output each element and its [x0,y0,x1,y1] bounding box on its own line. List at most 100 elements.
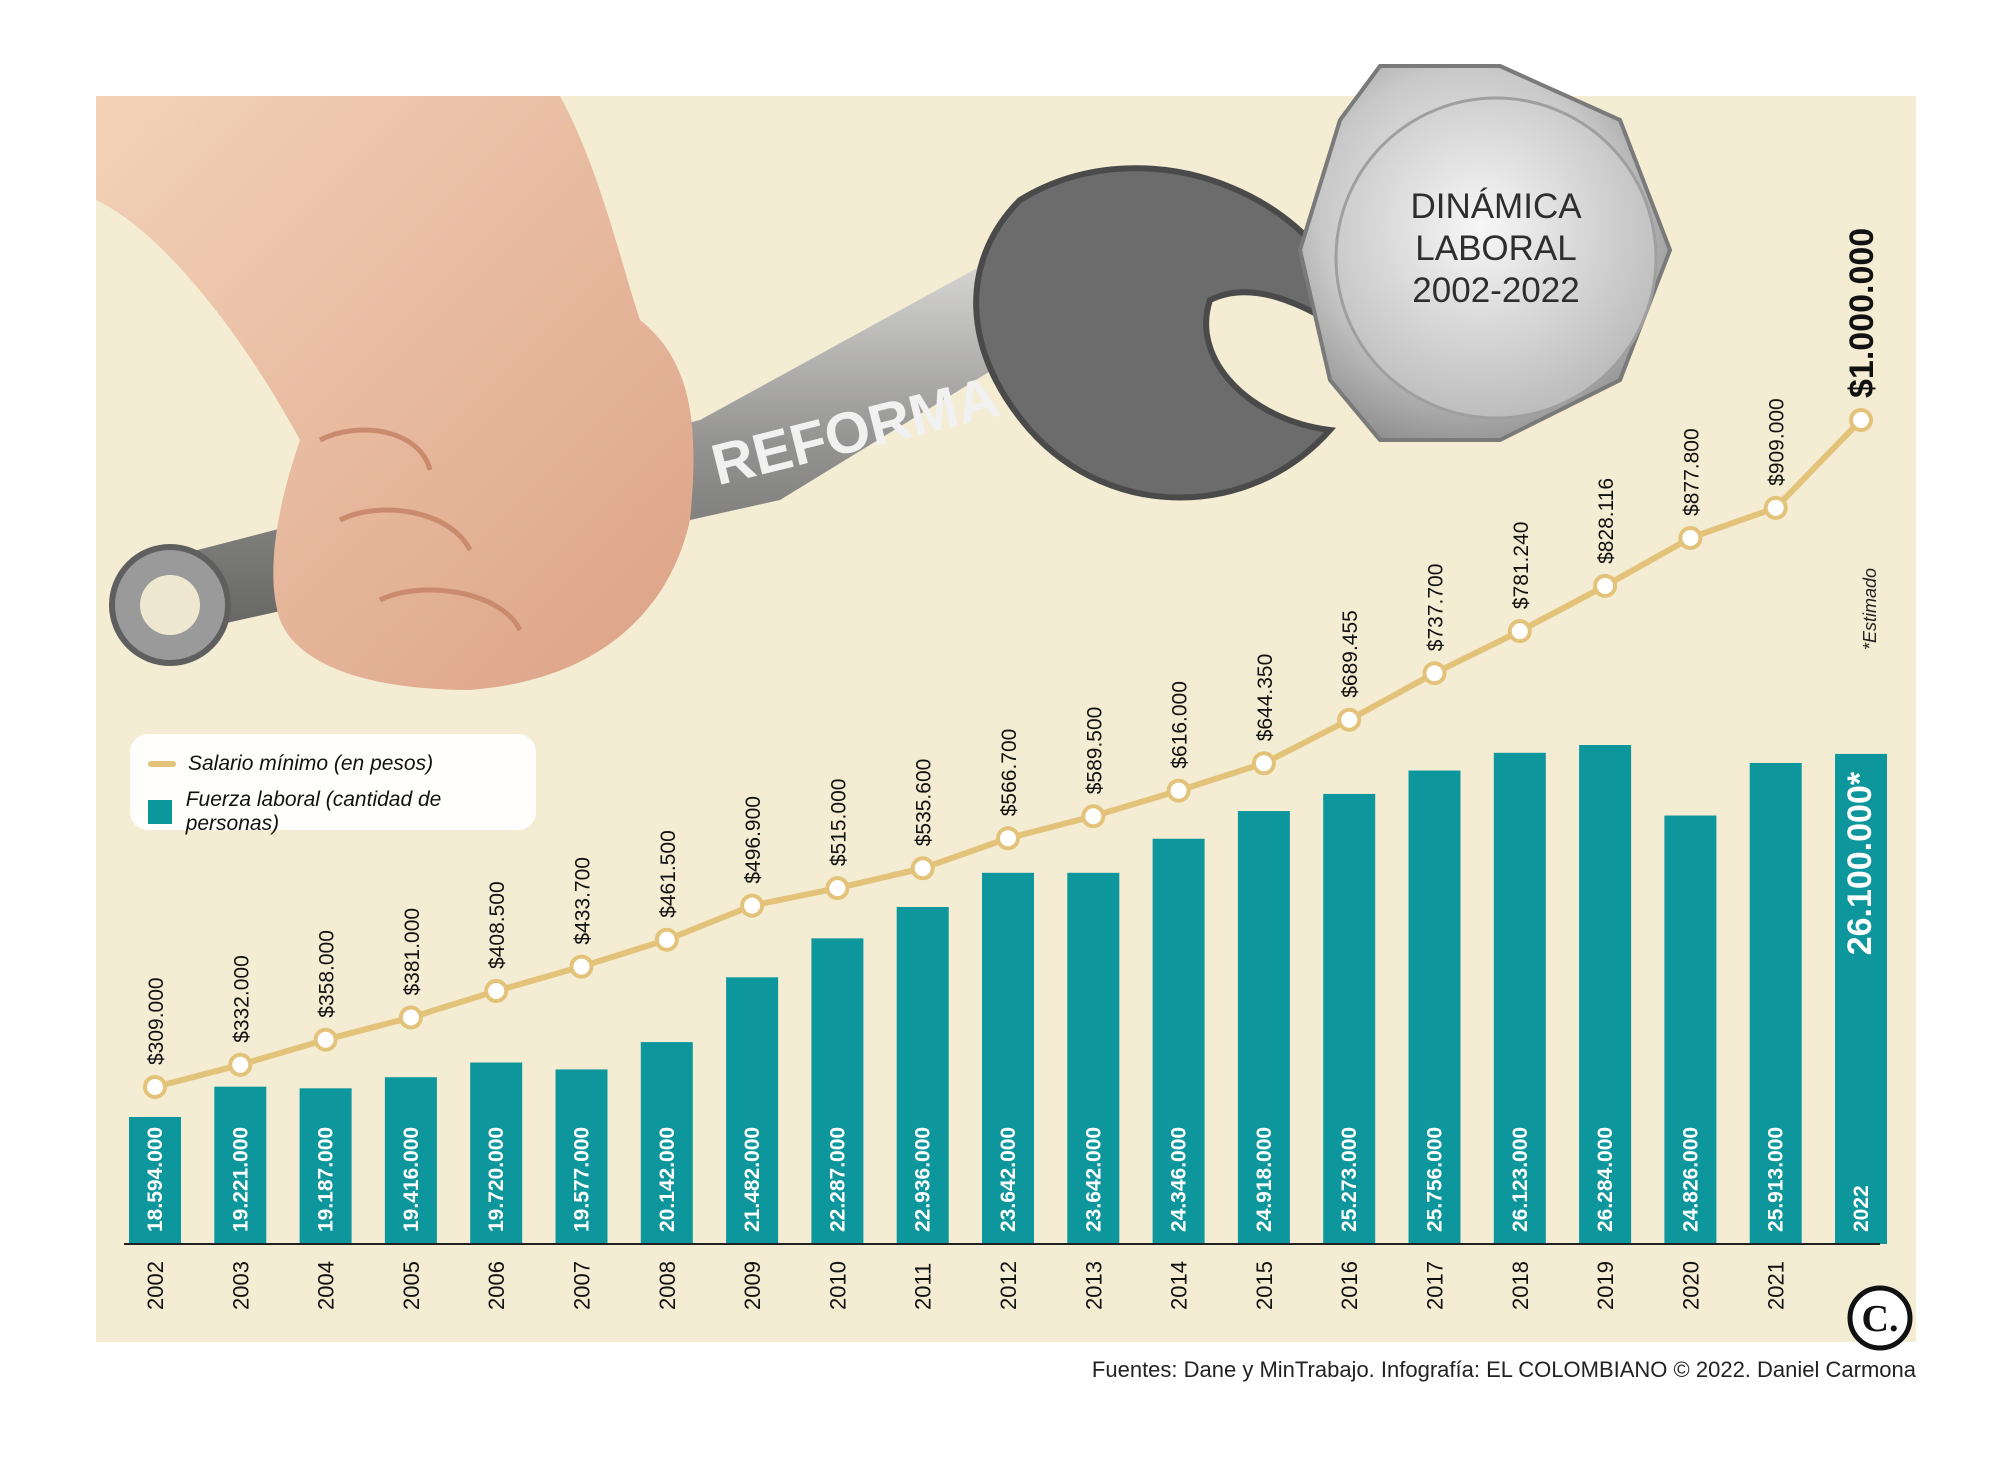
source-credit: Fuentes: Dane y MinTrabajo. Infografía: … [1091,1357,1916,1382]
x-tick-label: 2014 [1167,1261,1192,1310]
bar-2005 [384,1077,437,1244]
nut-illustration [1297,64,1673,442]
salary-value-label: $496.900 [742,796,765,884]
bar-2010 [811,938,864,1244]
x-tick-label: 2006 [484,1261,509,1310]
salary-value-label: $535.600 [913,759,936,847]
salary-point-2008 [654,927,679,952]
bar-value-label: 19.577.000 [571,1127,594,1232]
salary-point-2007 [569,954,594,979]
salary-value-label: $877.800 [1680,428,1703,516]
legend-label-workforce: Fuerza laboral (cantidad de personas) [185,788,442,835]
bar-2011 [896,906,949,1244]
title-line-1: DINÁMICA [1410,187,1582,226]
salary-point-2004 [313,1027,338,1052]
x-tick-label: 2005 [399,1261,424,1310]
x-tick-label: 2011 [911,1263,936,1310]
salary-value-label: $1.000.000 [1843,228,1881,398]
salary-point-2016 [1337,707,1362,732]
estimate-note: *Estimado [1860,567,1880,650]
x-tick-label: 2003 [228,1261,253,1310]
bar-value-label: 19.416.000 [400,1127,423,1232]
bar-value-label: 19.720.000 [485,1127,508,1232]
x-tick-label: 2020 [1678,1261,1703,1310]
infographic-title: DINÁMICA LABORAL 2002-2022 [1386,186,1606,312]
bar-2021 [1749,762,1802,1244]
x-tick-label: 2019 [1593,1261,1618,1310]
salary-value-label: $781.240 [1510,522,1533,610]
chart-legend: Salario mínimo (en pesos) Fuerza laboral… [130,734,536,835]
legend-item-salary: Salario mínimo (en pesos) [148,752,433,776]
bar-value-label: 24.918.000 [1253,1127,1276,1232]
salary-value-label: $828.116 [1595,478,1618,564]
bar-2017 [1408,770,1461,1244]
x-tick-label: 2012 [996,1261,1021,1310]
bar-2002 [129,1117,181,1244]
bar-value-label: 25.913.000 [1765,1127,1788,1232]
bar-value-label: 21.482.000 [741,1127,764,1232]
salary-value-label: $616.000 [1169,681,1192,769]
bar-2018 [1493,752,1546,1244]
salary-value-label: $737.700 [1425,564,1448,652]
salary-point-2012 [996,826,1020,851]
salary-value-label: $358.000 [316,930,339,1018]
salary-value-label: $515.000 [827,779,850,867]
bar-2006 [470,1062,523,1244]
salary-line-layer: $309.000 $332.000 $358.000 $381.000 $408.500… [143,228,1881,1099]
salary-value-label: $689.455 [1339,610,1362,698]
salary-point-2015 [1251,751,1276,776]
x-tick-label: 2018 [1508,1261,1533,1310]
bar-2016 [1323,793,1376,1244]
salary-value-label: $461.500 [657,830,680,918]
salary-value-label: $381.000 [401,908,424,996]
bar-2014 [1152,838,1205,1244]
bar-value-label: 25.273.000 [1338,1127,1361,1232]
x-tick-label: 2021 [1764,1261,1789,1310]
bar-value-label: 23.642.000 [1082,1127,1105,1232]
salary-point-2010 [825,876,850,901]
salary-value-label: $566.700 [998,729,1021,817]
salary-point-2002 [143,1075,167,1099]
salary-point-2009 [740,893,765,918]
bar-2019 [1579,745,1632,1244]
legend-line-swatch [148,761,176,767]
salary-point-2003 [228,1052,253,1077]
bar-year-label: 2022 [1850,1185,1873,1232]
x-tick-label: 2015 [1252,1261,1277,1310]
salary-point-2019 [1593,573,1618,598]
bar-value-label: 24.826.000 [1679,1127,1702,1232]
bar-value-label: 19.187.000 [315,1127,338,1232]
salary-point-2011 [910,856,935,881]
bar-2012 [982,872,1034,1244]
x-tick-label: 2010 [825,1261,850,1310]
bar-value-label: 22.287.000 [826,1127,849,1232]
salary-point-2006 [484,978,509,1003]
bar-value-label: 23.642.000 [997,1127,1020,1232]
bar-value-label: 26.100.000* [1841,771,1879,955]
salary-point-2017 [1422,661,1447,686]
bar-value-label: 26.123.000 [1509,1127,1532,1232]
el-colombiano-logo: C. [1847,1285,1913,1351]
bar-2022 [1835,753,1887,1244]
bars-layer: 18.594.000 19.221.000 19.187.000 19.416.000… [129,745,1887,1244]
x-tick-label: 2017 [1423,1261,1448,1310]
salary-value-label: $408.500 [486,881,509,969]
x-tick-label: 2004 [314,1261,339,1310]
x-axis-ticks: 2002 2003 2004 2005 2006 2007 2008 2009 2010 2011… [143,1261,1789,1310]
logo-text: C. [1862,1298,1899,1340]
hand-illustration [96,96,694,690]
salary-point-2014 [1166,778,1191,803]
legend-item-workforce: Fuerza laboral (cantidad de personas) [148,788,536,836]
salary-point-2005 [398,1005,423,1030]
bar-value-label: 24.346.000 [1168,1127,1191,1232]
x-tick-label: 2013 [1081,1261,1106,1310]
bar-2003 [214,1086,267,1244]
salary-point-2013 [1081,804,1106,829]
bar-value-label: 26.284.000 [1594,1127,1617,1232]
bar-value-label: 22.936.000 [912,1127,935,1232]
salary-value-label: $644.350 [1254,654,1277,742]
bar-2007 [555,1069,608,1244]
bar-2004 [299,1088,352,1244]
salary-point-2020 [1678,525,1703,550]
